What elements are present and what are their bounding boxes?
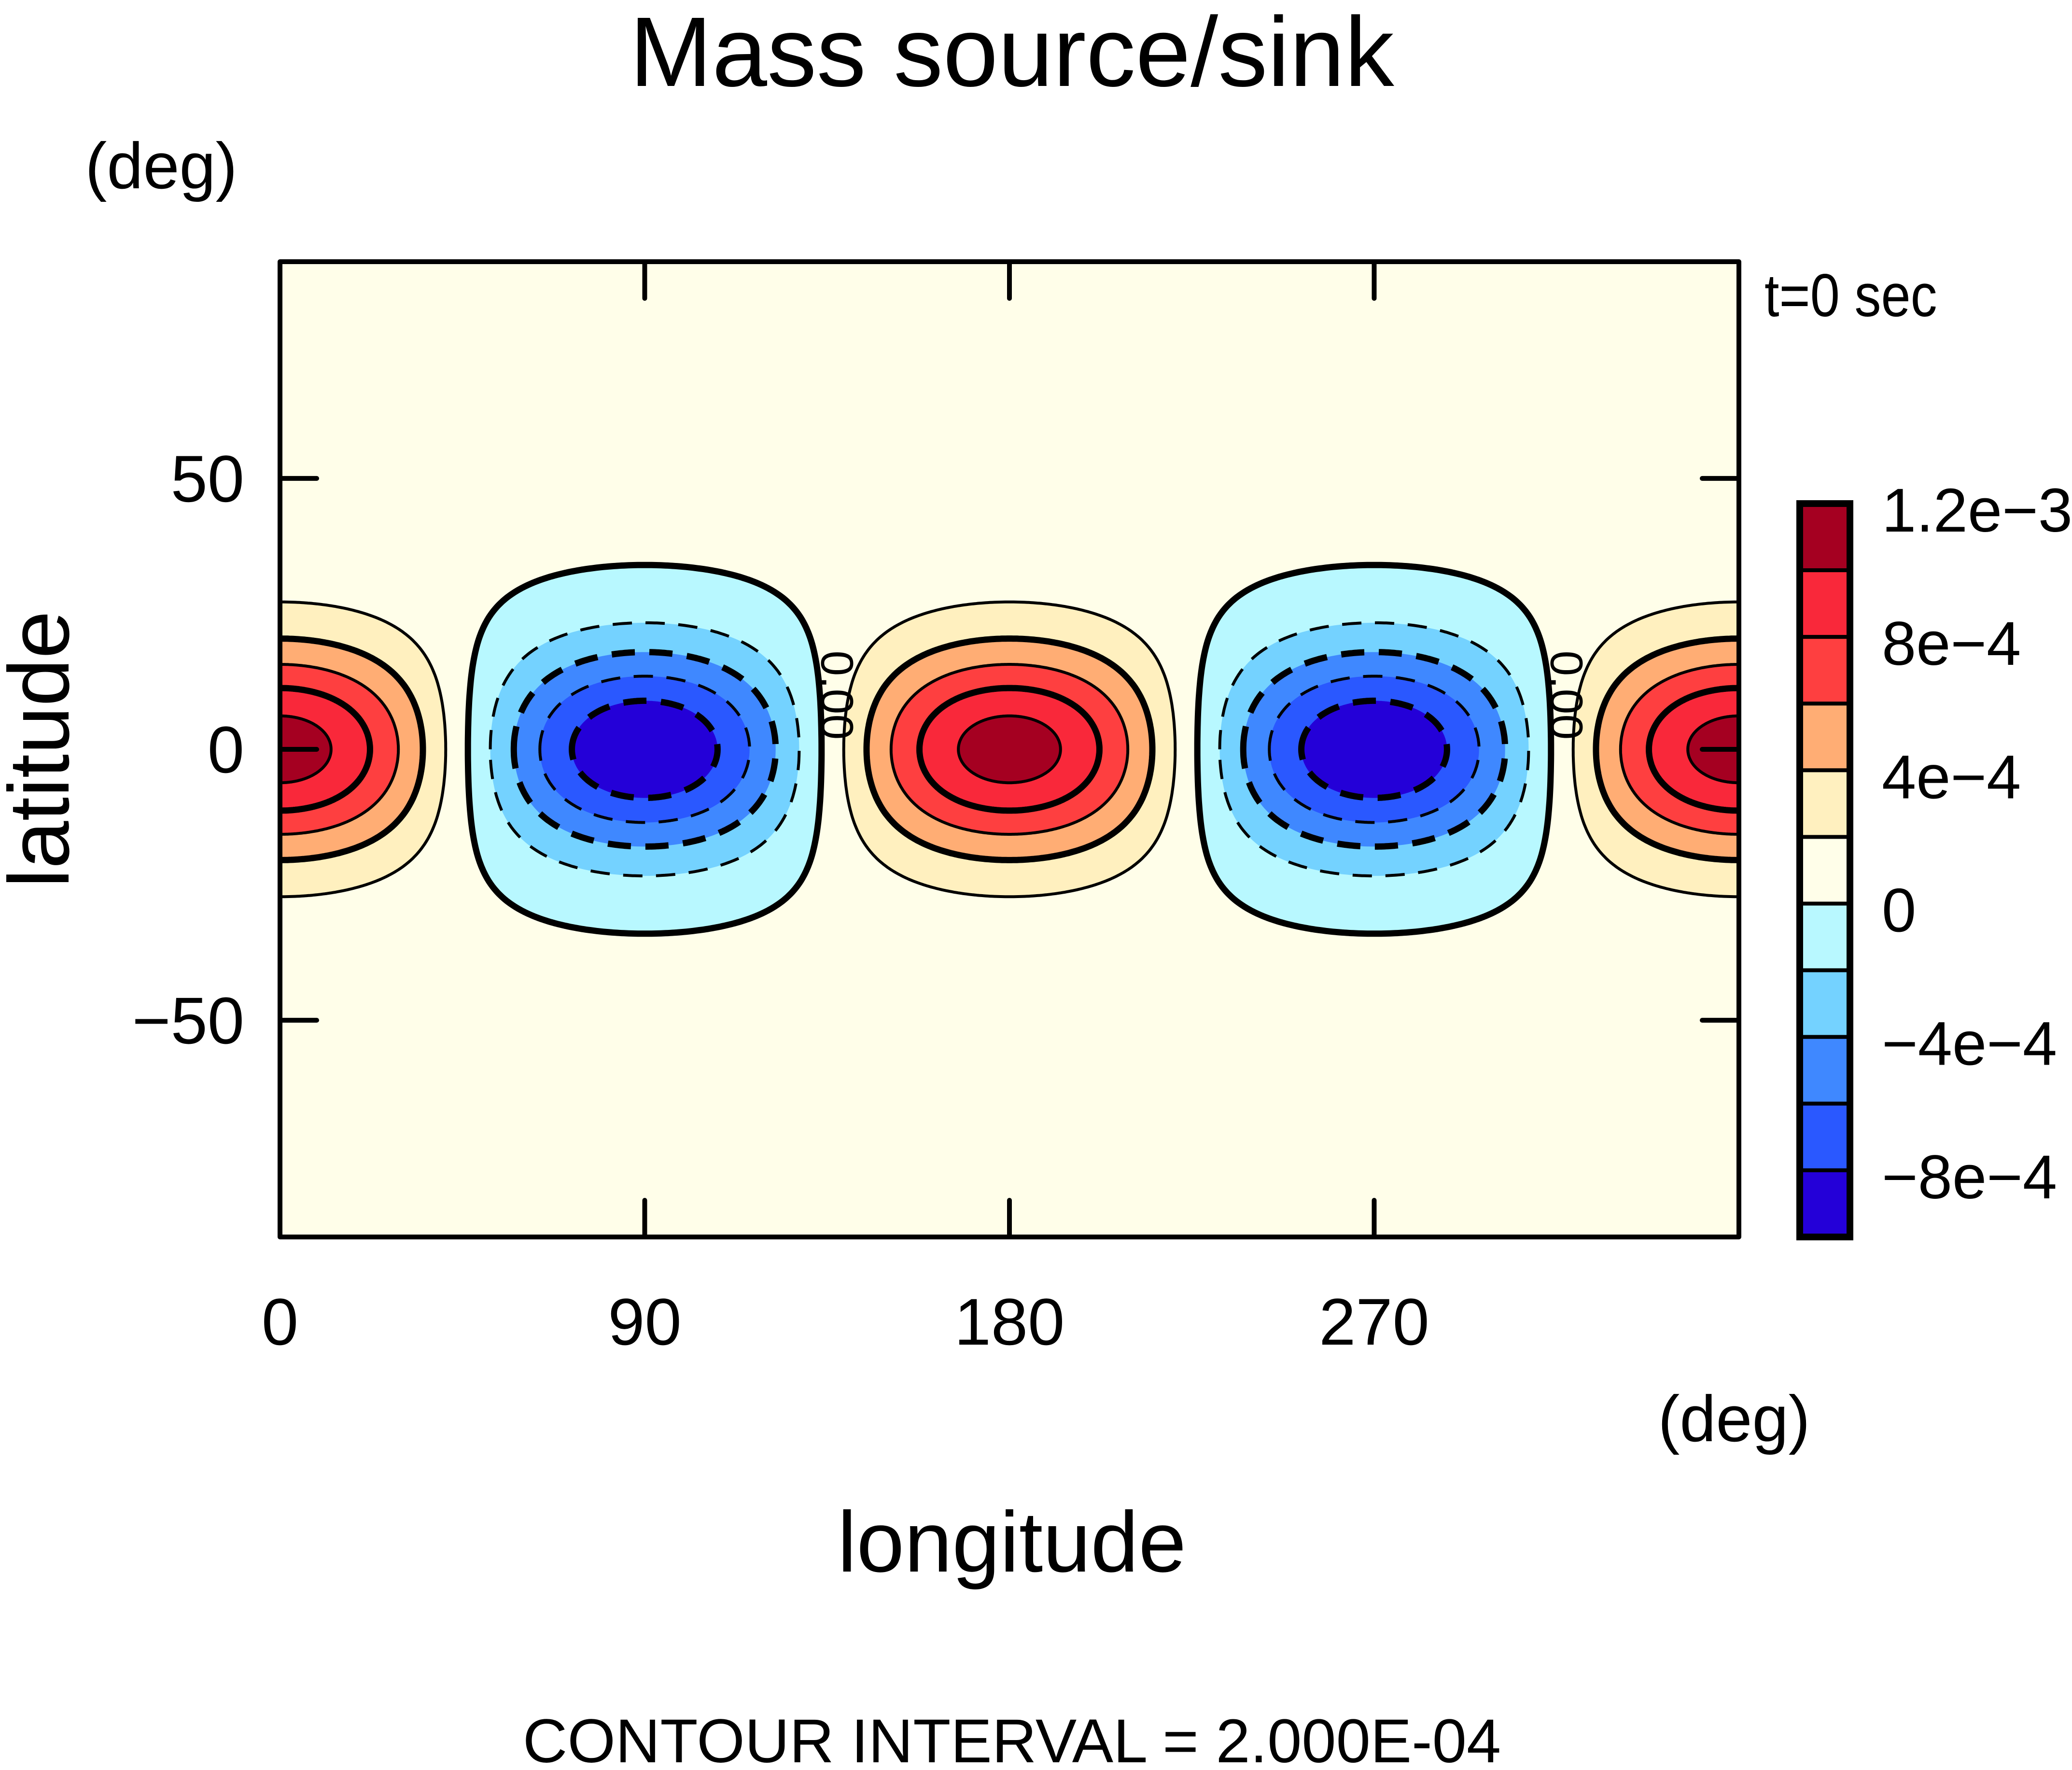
x-tick-label: 270 (1319, 1285, 1429, 1359)
contour-line (1619, 663, 1739, 836)
colorbar-label: 4e−4 (1882, 743, 2021, 812)
contour-line (280, 600, 448, 899)
colorbar-label: 1.2e−3 (1882, 476, 2072, 545)
contour-line (1240, 649, 1509, 850)
contour-line (489, 621, 801, 878)
contour-interval-footer: CONTOUR INTERVAL = 2.000E-04 (523, 1707, 1501, 1770)
contour-line (280, 685, 373, 814)
x-tick-label: 180 (954, 1285, 1065, 1359)
x-tick-label: 90 (608, 1285, 681, 1359)
contour-line (889, 663, 1130, 836)
contour-line-label: 0.00 (1541, 650, 1592, 740)
colorbar-swatch (1798, 502, 1852, 573)
colorbar-frame (1796, 500, 1853, 1240)
contour-line (957, 714, 1062, 785)
colorbar-swatch (1798, 1101, 1852, 1172)
colorbar-swatch (1798, 768, 1852, 839)
axis-ticks (278, 259, 1741, 1239)
y-tick-label: 0 (208, 713, 244, 787)
contour-line (1194, 562, 1554, 937)
colorbar-label: −4e−4 (1882, 1010, 2057, 1079)
y-tick-label: 50 (171, 442, 244, 516)
contour-line (1218, 621, 1530, 878)
colorbar-label: 0 (1882, 876, 1916, 945)
plot-frame (278, 259, 1741, 1239)
contour-line (1571, 600, 1739, 899)
colorbar-swatch (1798, 968, 1852, 1039)
y-tick-label: −50 (132, 984, 244, 1058)
colorbar-swatch (1798, 635, 1852, 706)
contour-line (464, 562, 825, 937)
y-axis-units: (deg) (85, 129, 237, 202)
contour-fill-band (572, 701, 718, 798)
contour-line (569, 697, 721, 801)
colorbar-swatch (1798, 835, 1852, 906)
colorbar-label: −8e−4 (1882, 1143, 2057, 1212)
contour-line (842, 600, 1177, 899)
y-axis-label: latitude (0, 611, 87, 888)
x-tick-labels: 0 90 180 270 (262, 1285, 1429, 1359)
colorbar-swatch (1798, 901, 1852, 972)
x-axis-label: longitude (838, 1494, 1187, 1590)
colorbar-label: 8e−4 (1882, 609, 2021, 678)
contour-line (280, 635, 426, 863)
contour-fill-band (1301, 701, 1447, 798)
contour-line (863, 635, 1156, 863)
contour-line (916, 685, 1103, 814)
contour-line (1298, 697, 1450, 801)
contour-line-labels: 0.00 0.00 (812, 650, 1592, 740)
contour-line (1646, 685, 1739, 814)
x-tick-label: 0 (262, 1285, 298, 1359)
contour-line (510, 649, 779, 850)
chart-title: Mass source/sink (630, 0, 1394, 107)
contour-fill-band (958, 716, 1061, 783)
contour-line (1593, 635, 1739, 863)
contour-line (280, 714, 333, 785)
colorbar-swatch (1798, 1168, 1852, 1239)
contour-lines (280, 562, 1739, 937)
colorbar: 1.2e−3 8e−4 4e−4 0 −4e−4 −8e−4 (1796, 476, 2072, 1240)
colorbar-swatch (1798, 1035, 1852, 1106)
x-axis-units: (deg) (1658, 1382, 1810, 1455)
contour-line (280, 663, 400, 836)
time-label: t=0 sec (1764, 261, 1937, 329)
contour-line (1686, 714, 1739, 785)
y-tick-labels: −50 0 50 (132, 442, 244, 1058)
colorbar-swatch (1798, 702, 1852, 773)
colorbar-swatch (1798, 568, 1852, 639)
plot-area: 0.00 0.00 (278, 259, 1741, 1239)
contour-line-label: 0.00 (812, 650, 863, 740)
